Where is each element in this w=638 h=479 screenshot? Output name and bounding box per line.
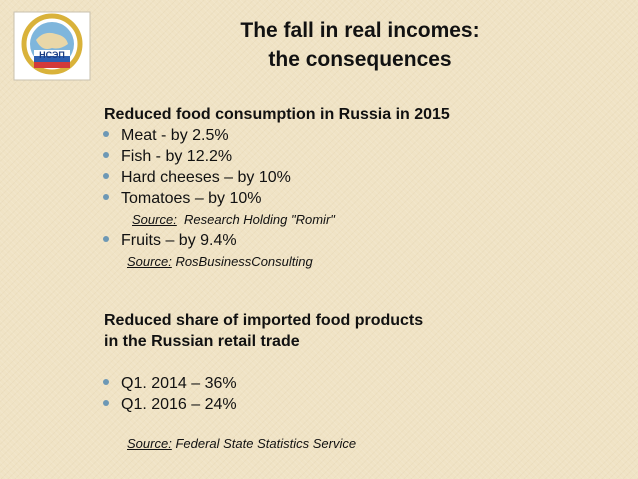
source-rosstat: Source: Federal State Statistics Service bbox=[127, 436, 356, 452]
list-item: Q1. 2016 – 24% bbox=[103, 395, 237, 415]
bullet-text: Tomatoes – by 10% bbox=[121, 190, 262, 207]
title-line-1: The fall in real incomes: bbox=[240, 19, 480, 42]
source-label: Source: bbox=[127, 436, 172, 451]
source-label: Source: bbox=[132, 212, 177, 227]
organization-logo: НСЭП bbox=[13, 11, 91, 81]
logo-text: НСЭП bbox=[39, 50, 65, 60]
source-romir: Source: Research Holding "Romir" bbox=[132, 212, 335, 228]
bullet-icon bbox=[103, 151, 109, 158]
bullet-text: Fish - by 12.2% bbox=[121, 148, 233, 165]
bullet-icon bbox=[103, 378, 109, 385]
bullet-text: Hard cheeses – by 10% bbox=[121, 169, 291, 186]
source-text: Research Holding "Romir" bbox=[184, 212, 335, 227]
list-item: Tomatoes – by 10% bbox=[103, 189, 262, 209]
section2-heading-line-1: Reduced share of imported food products bbox=[104, 312, 424, 329]
bullet-icon bbox=[103, 193, 109, 200]
bullet-icon bbox=[103, 235, 109, 242]
source-text: Federal State Statistics Service bbox=[175, 436, 357, 451]
section1-heading: Reduced food consumption in Russia in 20… bbox=[104, 106, 450, 123]
list-item: Meat - by 2.5% bbox=[103, 126, 229, 146]
slide-title: The fall in real incomes: the consequenc… bbox=[200, 16, 520, 74]
bullet-text: Fruits – by 9.4% bbox=[121, 232, 237, 249]
bullet-icon bbox=[103, 399, 109, 406]
title-line-2: the consequences bbox=[268, 48, 452, 71]
bullet-text: Q1. 2016 – 24% bbox=[121, 396, 237, 413]
list-item: Fruits – by 9.4% bbox=[103, 231, 237, 251]
bullet-icon bbox=[103, 130, 109, 137]
source-label: Source: bbox=[127, 254, 172, 269]
bullet-icon bbox=[103, 172, 109, 179]
list-item: Hard cheeses – by 10% bbox=[103, 168, 291, 188]
source-text: RosBusinessConsulting bbox=[175, 254, 313, 269]
section2-heading-line-2: in the Russian retail trade bbox=[104, 333, 300, 350]
list-item: Fish - by 12.2% bbox=[103, 147, 232, 167]
bullet-text: Q1. 2014 – 36% bbox=[121, 375, 237, 392]
source-rbc: Source: RosBusinessConsulting bbox=[127, 254, 313, 270]
list-item: Q1. 2014 – 36% bbox=[103, 374, 237, 394]
bullet-text: Meat - by 2.5% bbox=[121, 127, 229, 144]
